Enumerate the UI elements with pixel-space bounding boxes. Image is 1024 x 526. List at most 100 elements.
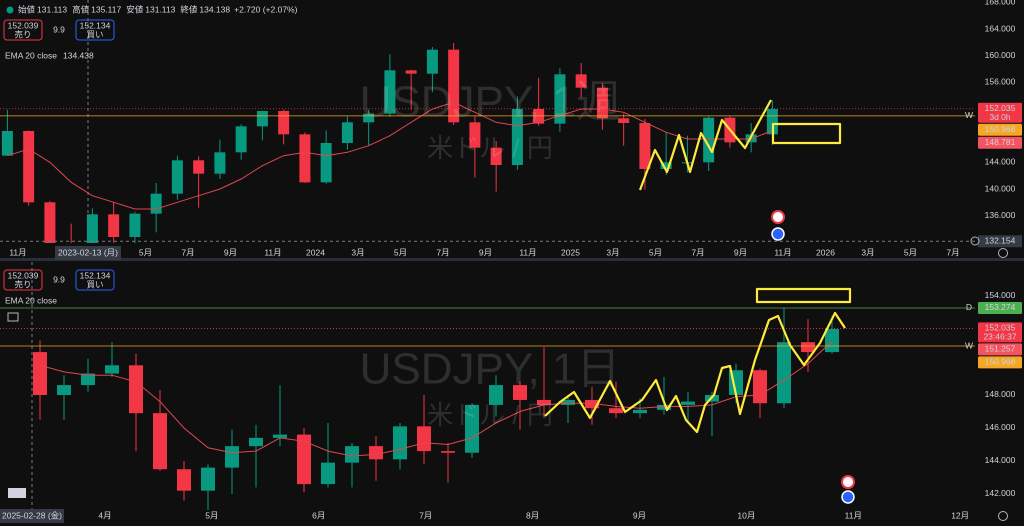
crosshair-x-label: 2023-02-13 (月)	[58, 247, 118, 257]
candle-body	[153, 413, 167, 470]
sell-price: 152.039	[8, 270, 39, 280]
candle-body	[469, 122, 481, 148]
event-icon[interactable]	[841, 475, 855, 489]
candle-body	[533, 109, 545, 124]
candle-body	[465, 404, 479, 453]
y-tick-label: 146.000	[985, 422, 1016, 432]
candle-body	[23, 131, 35, 203]
x-tick-label: 7月	[436, 247, 449, 257]
event-icon[interactable]	[771, 210, 785, 224]
watermark-title: USDJPY, 1日	[360, 345, 621, 394]
candle-body	[320, 143, 332, 183]
candle-body	[249, 437, 263, 447]
x-tick-label: 9月	[224, 247, 237, 257]
x-tick-label: 3月	[351, 247, 364, 257]
add-icon[interactable]	[970, 236, 980, 246]
candle-body	[384, 70, 396, 114]
candle-body	[489, 385, 503, 405]
spread: 9.9	[53, 24, 65, 34]
candle-body	[1, 131, 13, 156]
x-tick-label: 7月	[181, 247, 194, 257]
candle-body	[511, 109, 523, 165]
watermark-subtitle: 米ドル / 円	[427, 400, 553, 430]
x-tick-label: 3月	[606, 247, 619, 257]
candle-body	[299, 134, 311, 183]
candle-body	[278, 111, 290, 135]
y-tick-label: 148.000	[985, 389, 1016, 399]
y-tick-label: 156.000	[985, 77, 1016, 87]
candle-body	[105, 365, 119, 374]
ohlc-value: 135.117	[91, 4, 121, 14]
price-label-bg	[978, 343, 1022, 356]
candle-body	[108, 214, 120, 237]
x-tick-label: 5月	[904, 247, 917, 257]
price-label-sub: 3d 0h	[989, 112, 1011, 122]
event-icon[interactable]	[771, 227, 785, 241]
candle-body	[171, 160, 183, 194]
candle-body	[256, 111, 268, 127]
ohlc-value: 131.113	[37, 4, 67, 14]
candle-body	[681, 401, 695, 405]
price-label: 152.035	[985, 323, 1016, 333]
settings-icon[interactable]	[998, 511, 1008, 521]
candle-body	[405, 70, 417, 74]
candle-body	[341, 122, 353, 143]
candle-body	[441, 451, 455, 453]
x-tick-label: 10月	[737, 510, 755, 520]
candle-body	[513, 385, 527, 400]
x-tick-label: 7月	[419, 510, 432, 520]
candle-body	[201, 467, 215, 491]
y-tick-label: 154.000	[985, 290, 1016, 300]
buy-button[interactable]	[75, 269, 115, 291]
ohlc-label: 終値	[180, 4, 198, 14]
y-tick-label: 140.000	[985, 183, 1016, 193]
legend-name: EMA 20 close	[5, 50, 57, 60]
candle-body	[490, 147, 502, 165]
candle-body	[193, 160, 205, 174]
collapse-icon[interactable]	[7, 312, 19, 322]
x-tick-label: 3月	[861, 247, 874, 257]
symbol-dot	[6, 6, 14, 14]
x-tick-label: 5月	[649, 247, 662, 257]
candle-body	[426, 49, 438, 74]
crosshair-y-label: 132.154	[985, 236, 1016, 246]
legend-value: 134.438	[63, 50, 94, 60]
drawings	[544, 99, 852, 434]
sell-price: 152.039	[8, 20, 39, 30]
candle-body	[575, 74, 587, 88]
ohlc-label: 始値	[18, 4, 36, 14]
y-tick-label: 144.000	[985, 157, 1016, 167]
y-tick-label: 144.000	[985, 455, 1016, 465]
candle-body	[537, 399, 551, 405]
x-tick-label: 9月	[633, 510, 646, 520]
settings-icon[interactable]	[998, 248, 1008, 258]
buy-button[interactable]	[75, 19, 115, 41]
candle-body	[657, 404, 671, 410]
price-label: 148.781	[985, 137, 1016, 147]
spread: 9.9	[53, 274, 65, 284]
candle-body	[825, 328, 839, 353]
candle-body	[33, 352, 47, 395]
ohlc-label: 高値	[72, 4, 90, 14]
x-tick-label: 11月	[264, 247, 281, 257]
plot-area	[31, 262, 839, 510]
price-label-bg	[978, 123, 1022, 136]
buy-label: 買い	[86, 29, 103, 39]
candle-body	[753, 370, 767, 404]
x-tick-label: 7月	[946, 247, 959, 257]
x-tick-label: 11月	[774, 247, 791, 257]
candle-body	[660, 162, 672, 169]
candle-body	[150, 193, 162, 214]
candle-body	[585, 399, 599, 409]
candle-body	[801, 342, 815, 353]
candle-body	[417, 426, 431, 452]
sell-button[interactable]	[3, 19, 43, 41]
sell-button[interactable]	[3, 269, 43, 291]
event-icon[interactable]	[841, 490, 855, 504]
candle-body	[609, 408, 623, 414]
x-tick-label: 2025	[561, 247, 580, 257]
candle-body	[766, 109, 778, 135]
ohlc-value: 134.138	[199, 4, 230, 14]
